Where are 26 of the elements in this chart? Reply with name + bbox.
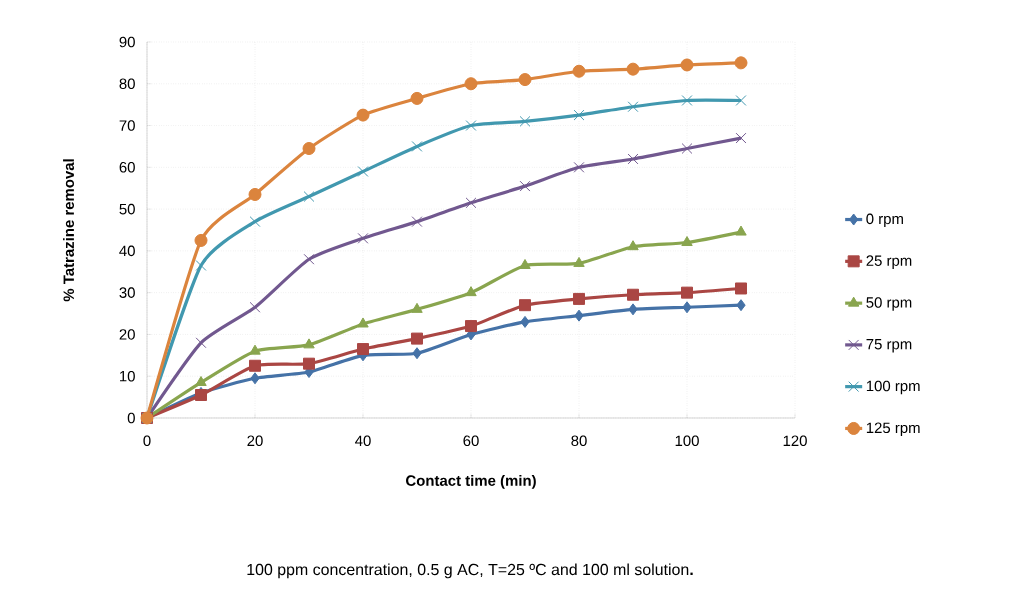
y-tick-label: 10: [120, 370, 135, 382]
x-tick-label: 60: [463, 435, 479, 447]
y-axis-title: % Tatrazine removal: [63, 159, 75, 302]
x-axis-title: Contact time (min): [406, 474, 536, 489]
legend-label: 25 rpm: [866, 255, 912, 269]
legend-label: 0 rpm: [866, 213, 903, 228]
y-tick-label: 50: [119, 203, 135, 215]
legend-label: 100 rpm: [866, 380, 920, 395]
legend-label: 50 rpm: [866, 297, 912, 311]
y-tick-label: 60: [119, 162, 135, 173]
text: 100 ppm concentration, 0.5 g AC, T=25 ºC and 100 ml solution.: [247, 563, 693, 579]
x-tick-label: 100: [675, 435, 699, 447]
y-tick-label: 80: [119, 78, 135, 90]
x-tick-label: 40: [355, 435, 371, 447]
y-tick-label: 0: [127, 412, 135, 424]
y-tick-label: 70: [119, 120, 135, 131]
legend-label: 125 rpm: [866, 422, 920, 437]
y-tick-label: 20: [119, 329, 135, 340]
y-tick-label: 90: [119, 36, 135, 48]
legend-label: 75 rpm: [866, 339, 912, 353]
x-tick-label: 80: [571, 435, 587, 447]
x-tick-label: 120: [783, 435, 807, 447]
x-tick-label: 0: [143, 435, 151, 447]
y-tick-label: 30: [119, 287, 135, 298]
y-tick-label: 40: [119, 245, 135, 257]
x-tick-label: 20: [247, 435, 263, 447]
